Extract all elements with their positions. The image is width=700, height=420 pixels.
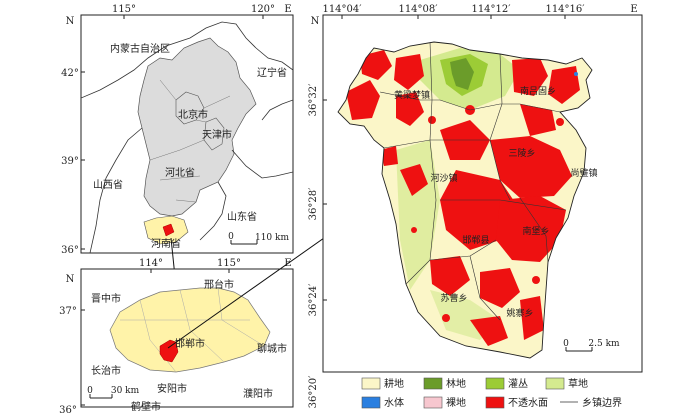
legend-swatch-forest [423,377,443,390]
legend-swatch-water [361,396,381,409]
panel-c-tick-36-32: 36°32′ [308,83,319,116]
label-henan: 河南省 [151,237,181,250]
label-shanxi: 山西省 [93,178,123,191]
hebei-internal-boundaries [149,79,231,203]
town-labels: 黄梁梦镇 南吕固乡 三陵乡 尚璧镇 河沙镇 邯郸县 南堡乡 苏曹乡 姚寨乡 [394,85,598,319]
label-puyang: 濮阳市 [243,387,273,400]
panel-b-scale-bar: 0 30 km [87,386,140,399]
svg-text:0: 0 [563,339,569,349]
label-xingtai: 邢台市 [204,278,234,291]
legend-swatch-cropland [361,377,381,390]
label-inner-mongolia: 内蒙古自治区 [110,42,170,55]
panel-a-tick-42: 42° [61,68,79,79]
legend-label-grass: 草地 [568,377,588,390]
legend-label-forest: 林地 [446,377,466,390]
legend-label-boundary: 乡镇边界 [582,396,622,409]
impervious-surface-patches [346,50,580,346]
legend-swatch-impervious [485,396,505,409]
label-hebi: 鹤壁市 [131,400,161,413]
panel-a-overview-map: 115° 120° E N 42° 39° 36° 内蒙古自治区 辽宁省 北京市… [61,4,294,256]
legend-swatch-shrub [485,377,505,390]
panel-a-tick-115: 115° [112,4,136,15]
label-shandong: 山东省 [227,210,257,223]
town-label: 尚璧镇 [570,167,597,179]
panel-c-tick-n: N [311,16,320,27]
label-jinzhong: 晋中市 [91,292,121,305]
label-beijing: 北京市 [178,108,208,121]
panel-a-tick-36: 36° [61,245,79,256]
water-body-north [574,72,578,76]
panel-c-tick-36-24: 36°24′ [308,283,319,316]
panel-a-tick-n: N [66,16,75,27]
legend: 耕地 林地 灌丛 草地 水体 裸地 不透水面 乡镇边界 [361,377,622,409]
town-label: 苏曹乡 [440,292,467,304]
label-anyang: 安阳市 [157,382,187,395]
svg-text:30 km: 30 km [111,386,140,396]
panel-b-tick-114: 114° [139,258,163,269]
handan-highlight-b [159,339,179,363]
panel-b-tick-36: 36° [59,405,77,416]
panel-a-scale-bar: 0 110 km [228,232,289,245]
shanxi-boundary [89,127,143,253]
svg-text:0: 0 [87,386,93,396]
svg-text:2.5 km: 2.5 km [588,339,620,349]
svg-text:0: 0 [228,232,234,242]
panel-c-scale-bar: 0 2.5 km [563,339,620,352]
town-label: 南堡乡 [522,225,549,237]
panel-b-regional-map: N 114° 115° E 37° 36° 晋中市 邢台市 邯郸市 聊城市 长治… [59,258,294,416]
panel-c-tick-114-16: 114°16′ [545,4,585,15]
label-handan: 邯郸市 [175,337,205,350]
town-label: 南吕固乡 [520,85,556,97]
inner-mongolia-boundary [81,21,257,99]
panel-c-tick-114-08: 114°08′ [398,4,438,15]
legend-label-cropland: 耕地 [384,377,404,390]
liaoning-boundary [255,47,293,121]
panel-b-tick-n: N [66,274,75,285]
legend-swatch-grass [545,377,565,390]
town-label: 三陵乡 [508,148,535,159]
panel-a-tick-e: E [284,4,291,15]
legend-label-shrub: 灌丛 [508,378,528,390]
panel-b-tick-37: 37° [59,306,77,317]
township-boundaries [379,42,567,321]
legend-swatch-bare [423,396,443,409]
legend-label-water: 水体 [384,397,404,409]
panel-a-tick-39: 39° [61,156,79,167]
panel-c-tick-e: E [630,4,637,15]
legend-label-impervious: 不透水面 [508,397,548,409]
panel-c-tick-114-04: 114°04′ [322,4,362,15]
panel-c-land-cover-map: 黄梁梦镇 南吕固乡 三陵乡 尚璧镇 河沙镇 邯郸县 南堡乡 苏曹乡 姚寨乡 11… [308,4,643,408]
label-changzhi: 长治市 [91,364,121,377]
town-label: 邯郸县 [462,234,489,246]
panel-a-tick-120: 120° [251,4,275,15]
label-tianjin: 天津市 [202,128,232,141]
panel-c-tick-36-20: 36°20′ [308,375,319,408]
beijing-boundary [175,91,205,125]
town-label: 河沙镇 [430,172,457,184]
panel-c-tick-36-28: 36°28′ [308,187,319,220]
legend-label-bare: 裸地 [446,396,466,409]
panel-c-tick-114-12: 114°12′ [471,4,511,15]
label-liaocheng: 聊城市 [257,342,287,355]
svg-text:110 km: 110 km [255,233,289,243]
town-label: 黄梁梦镇 [394,89,430,101]
label-liaoning: 辽宁省 [257,66,287,79]
hebei-province-fill [137,37,257,217]
handan-district-boundaries [120,287,265,373]
forest-area [450,58,474,90]
town-label: 姚寨乡 [506,307,533,319]
label-hebei: 河北省 [165,166,195,179]
handan-highlight-a [162,223,175,237]
panel-b-tick-115: 115° [217,258,241,269]
shandong-boundary [199,149,293,241]
